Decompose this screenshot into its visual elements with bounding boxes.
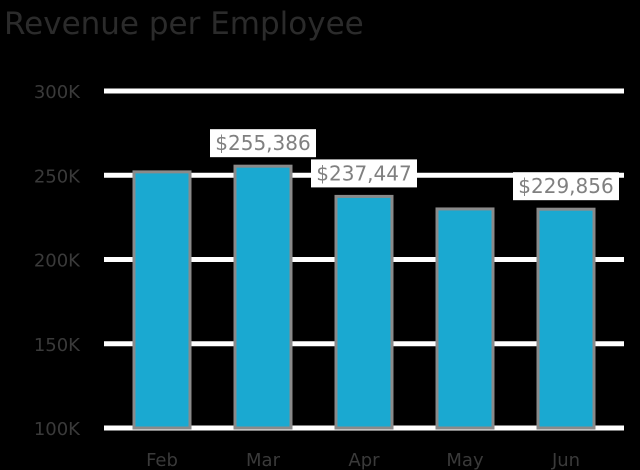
- bar-mar: [233, 164, 293, 430]
- data-labels: $255,386$237,447 $229,856: [210, 129, 619, 201]
- y-tick-label: 300K: [34, 82, 81, 103]
- y-tick-label: 250K: [34, 166, 81, 187]
- bar-feb: [132, 170, 192, 430]
- bar-may: [435, 207, 495, 430]
- bar-jun: [536, 207, 596, 430]
- data-label: $237,447: [316, 161, 411, 185]
- y-tick-label: 150K: [34, 335, 81, 356]
- x-tick-label: Apr: [348, 450, 380, 470]
- y-tick-label: 100K: [34, 419, 81, 440]
- y-tick-label: 200K: [34, 251, 81, 272]
- chart-title: Revenue per Employee: [4, 6, 364, 42]
- x-tick-label: Jun: [551, 450, 580, 470]
- bars: [132, 164, 596, 430]
- data-label: $255,386: [215, 131, 310, 155]
- x-tick-label: May: [446, 450, 484, 470]
- x-axis-ticks: Feb Mar Apr May Jun: [146, 450, 580, 470]
- data-label-box: [513, 172, 619, 201]
- bar-apr: [334, 194, 394, 430]
- x-tick-label: Feb: [146, 450, 178, 470]
- data-label-box: [210, 129, 316, 158]
- x-tick-label: Mar: [246, 450, 281, 470]
- data-label: $229,856: [518, 174, 613, 198]
- y-axis-ticks: 100K 150K 200K 250K 300K: [34, 82, 81, 440]
- data-label-box: [311, 159, 417, 188]
